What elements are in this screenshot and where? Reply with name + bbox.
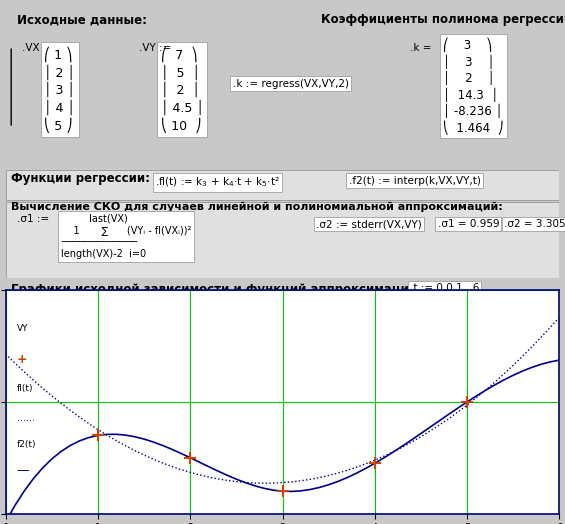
Text: .t := 0,0.1.. 6: .t := 0,0.1.. 6 (410, 283, 479, 293)
Text: ......: ...... (17, 413, 34, 423)
Text: last(VX)
    1       ∑      (VYᵢ - fl(VXᵢ))²
─────────────
length(VX)-2  i=0: last(VX) 1 ∑ (VYᵢ - fl(VXᵢ))² ──────────… (61, 214, 192, 259)
Text: ⎛  7  ⎞
│  5  │
│  2  │
│ 4.5 │
⎝ 10  ⎠: ⎛ 7 ⎞ │ 5 │ │ 2 │ │ 4.5 │ ⎝ 10 ⎠ (160, 46, 203, 133)
Text: .f2(t) := interp(k,VX,VY,t): .f2(t) := interp(k,VX,VY,t) (349, 176, 481, 185)
Text: —: — (17, 464, 29, 477)
Text: .k =: .k = (410, 43, 431, 53)
Text: .VY :=: .VY := (138, 43, 171, 53)
Text: ⎛ 1 ⎞
│ 2 │
│ 3 │
│ 4 │
⎝ 5 ⎠: ⎛ 1 ⎞ │ 2 │ │ 3 │ │ 4 │ ⎝ 5 ⎠ (45, 46, 75, 133)
Text: Коэффициенты полинома регрессии:: Коэффициенты полинома регрессии: (321, 14, 565, 26)
Text: Графики исходной зависимости и функций аппроксимации:: Графики исходной зависимости и функций а… (11, 283, 422, 297)
Text: fl(t): fl(t) (17, 384, 33, 393)
Text: .σ2 := stderr(VX,VY): .σ2 := stderr(VX,VY) (316, 220, 421, 230)
Text: f2(t): f2(t) (17, 440, 36, 449)
Text: +: + (17, 353, 27, 366)
Text: Функции регрессии:: Функции регрессии: (11, 172, 150, 185)
Text: .k := regress(VX,VY,2): .k := regress(VX,VY,2) (233, 79, 349, 89)
Text: .σ1 :=: .σ1 := (17, 214, 49, 224)
Text: .VX :=: .VX := (22, 43, 55, 53)
Text: Вычисление СКО для случаев линейной и полиномиальной аппроксимаций:: Вычисление СКО для случаев линейной и по… (11, 202, 503, 212)
FancyBboxPatch shape (6, 202, 559, 278)
Text: .σ2 = 3.305: .σ2 = 3.305 (504, 220, 565, 230)
Text: ⎛    3    ⎞
│    3    │
│    2    │
│  14.3  │
│ -8.236 │
⎝  1.464  ⎠: ⎛ 3 ⎞ │ 3 │ │ 2 │ │ 14.3 │ │ -8.236 │ ⎝ … (443, 38, 503, 135)
Text: VY: VY (17, 324, 28, 333)
Text: .σ1 = 0.959: .σ1 = 0.959 (437, 220, 499, 230)
Text: .fl(t) := k$_3$ + k$_4$·t + k$_5$·t²: .fl(t) := k$_3$ + k$_4$·t + k$_5$·t² (155, 176, 280, 189)
Text: Исходные данные:: Исходные данные: (17, 14, 147, 26)
FancyBboxPatch shape (6, 170, 559, 200)
